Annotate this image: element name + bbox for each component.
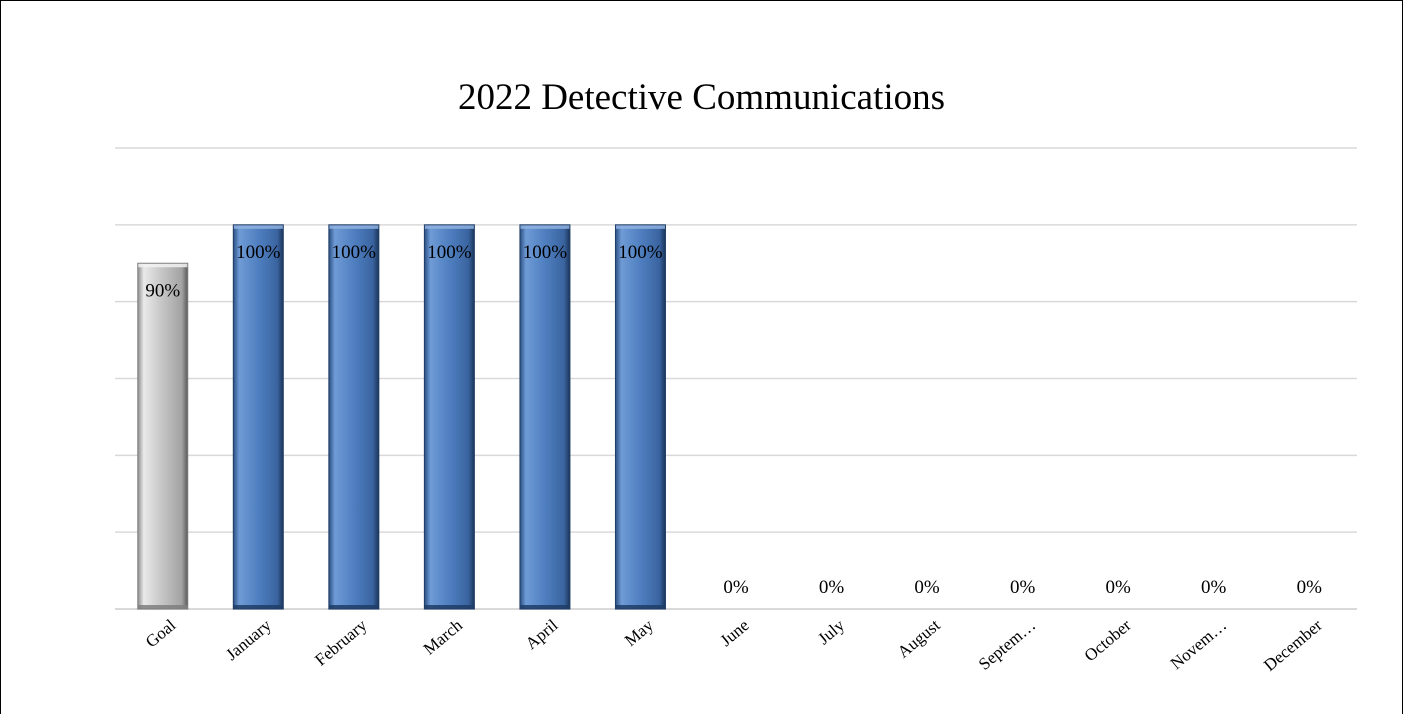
x-tick-label: March [420,615,467,658]
data-label: 100% [427,242,472,263]
bar-january [232,224,284,610]
bar-may [614,224,666,610]
x-tick-label: June [716,616,752,651]
data-label: 100% [236,242,281,263]
data-label: 90% [145,280,180,301]
chart-title: 2022 Detective Communications [457,77,946,118]
x-tick-label: Novem… [1167,616,1231,674]
data-label: 100% [332,242,377,263]
x-tick-label: October [1081,615,1135,665]
data-label: 0% [1201,577,1227,598]
bar-goal [137,262,189,610]
x-tick-label: July [814,615,848,648]
data-label: 0% [819,577,845,598]
x-tick-label: April [522,615,562,653]
x-tick-label: Goal [142,615,180,651]
bar-march [423,224,475,610]
x-tick-label: Septem… [975,616,1039,674]
data-label: 0% [1105,577,1131,598]
data-label: 0% [914,577,940,598]
data-label: 100% [523,242,568,263]
data-label: 0% [1297,577,1323,598]
bar-april [519,224,571,610]
x-tick-label: February [311,615,371,669]
x-tick-label: January [222,615,275,664]
data-label: 100% [618,242,663,263]
x-tick-label: August [894,615,944,661]
x-tick-label: May [621,615,657,650]
data-label: 0% [1010,577,1036,598]
x-tick-label: December [1260,615,1326,675]
bar-february [328,224,380,610]
data-label: 0% [723,577,749,598]
